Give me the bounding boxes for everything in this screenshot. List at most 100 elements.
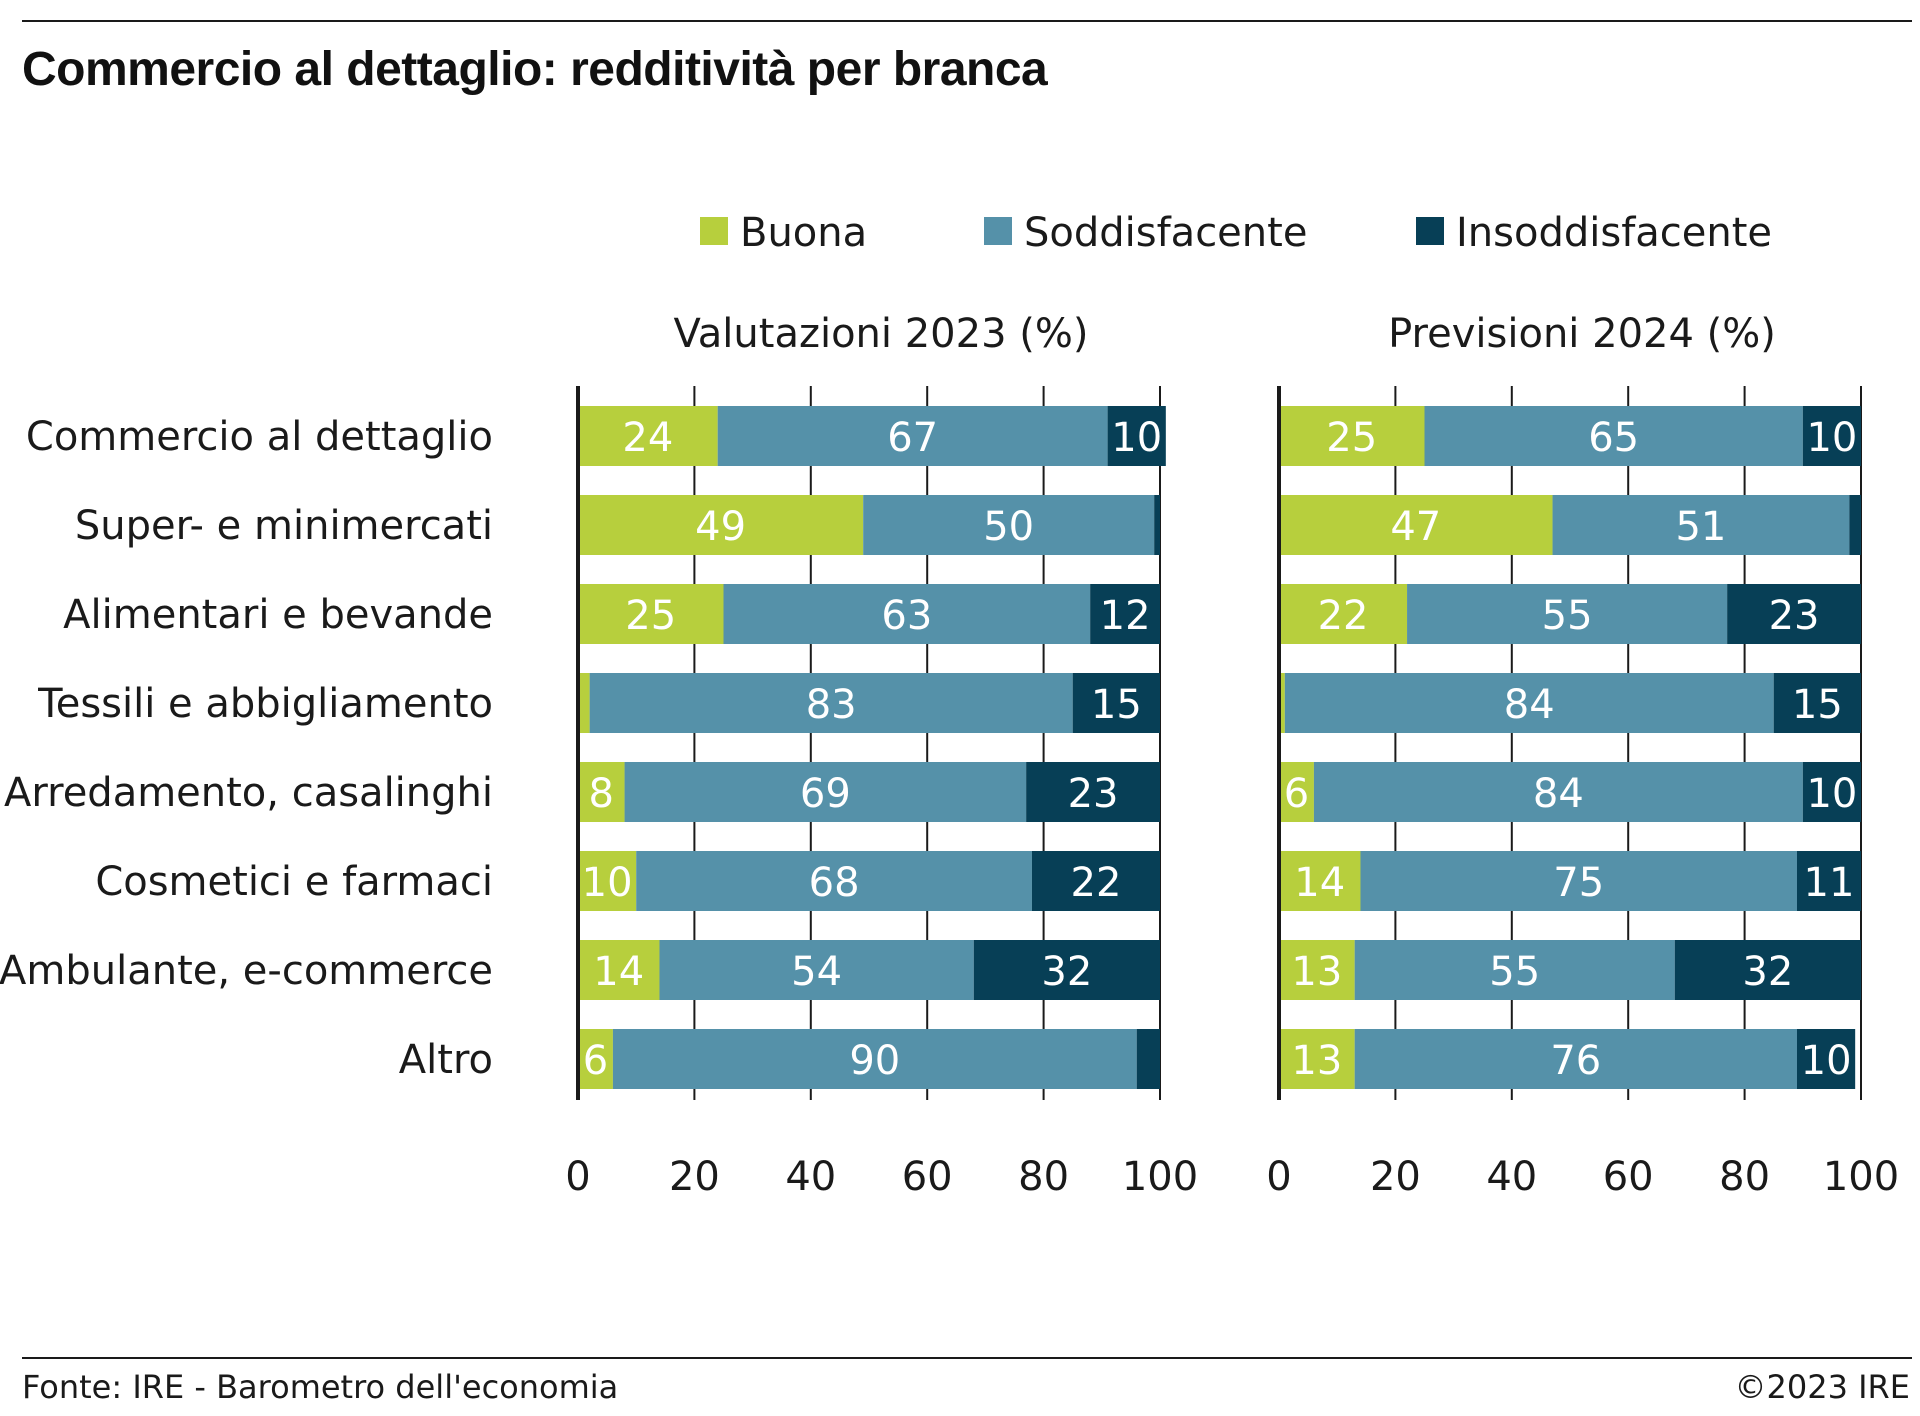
data-label-1-1-1: 51 (1675, 504, 1726, 550)
data-label-1-4-0: 6 (1284, 771, 1309, 817)
category-label-5: Cosmetici e farmaci (95, 859, 493, 905)
bar-1-0-2 (1802, 406, 1861, 466)
tick-label-0-0: 0 (565, 1154, 590, 1200)
data-label-0-7-1: 90 (849, 1038, 900, 1084)
data-label-1-3-1: 84 (1504, 682, 1555, 728)
bar-1-1-2 (1849, 495, 1861, 555)
category-label-3: Tessili e abbigliamento (37, 681, 493, 727)
data-label-1-5-2: 11 (1804, 860, 1855, 906)
data-label-0-4-1: 69 (800, 771, 851, 817)
bar-0-7-2 (1136, 1029, 1160, 1089)
data-label-1-5-1: 75 (1553, 860, 1604, 906)
bar-1-5-1 (1360, 851, 1797, 911)
tick-label-1-4: 80 (1719, 1154, 1770, 1200)
source-note: Fonte: IRE - Barometro dell'economia (22, 1368, 619, 1406)
data-label-1-0-1: 65 (1588, 415, 1639, 461)
data-label-1-0-0: 25 (1326, 415, 1377, 461)
bar-1-4-1 (1313, 762, 1803, 822)
bar-1-6-1 (1354, 940, 1675, 1000)
data-label-0-5-0: 10 (582, 860, 633, 906)
data-label-0-6-1: 54 (791, 949, 842, 995)
category-label-7: Altro (399, 1037, 493, 1083)
bar-0-7-1 (612, 1029, 1137, 1089)
data-label-1-1-0: 47 (1390, 504, 1441, 550)
data-label-0-2-1: 63 (881, 593, 932, 639)
copyright-note: ©2023 IRE (1734, 1368, 1911, 1406)
bar-1-7-1 (1354, 1029, 1797, 1089)
bar-1-4-2 (1802, 762, 1861, 822)
legend-label-2: Insoddisfacente (1456, 210, 1772, 256)
bar-0-1-2 (1154, 495, 1160, 555)
data-label-1-2-0: 22 (1318, 593, 1369, 639)
bar-0-5-0 (578, 851, 637, 911)
bar-1-3-1 (1284, 673, 1774, 733)
bar-0-6-0 (578, 940, 660, 1000)
data-label-1-2-2: 23 (1769, 593, 1820, 639)
data-label-0-6-0: 14 (593, 949, 644, 995)
tick-label-0-2: 40 (785, 1154, 836, 1200)
category-label-1: Super- e minimercati (75, 503, 493, 549)
category-label-2: Alimentari e bevande (63, 592, 493, 638)
category-label-0: Commercio al dettaglio (26, 414, 493, 460)
data-label-0-3-2: 15 (1091, 682, 1142, 728)
bar-0-0-2 (1107, 406, 1166, 466)
data-label-0-0-0: 24 (622, 415, 673, 461)
data-label-0-3-1: 83 (806, 682, 857, 728)
bar-1-2-0 (1279, 584, 1408, 644)
top-rule (22, 20, 1912, 22)
tick-label-0-5: 100 (1122, 1154, 1198, 1200)
bottom-rule (22, 1357, 1912, 1359)
chart-title: Commercio al dettaglio: redditività per … (22, 43, 1048, 96)
tick-label-1-2: 40 (1486, 1154, 1537, 1200)
bar-0-5-2 (1031, 851, 1160, 911)
bar-0-3-1 (589, 673, 1073, 733)
bar-0-2-2 (1090, 584, 1160, 644)
data-label-0-4-2: 23 (1068, 771, 1119, 817)
bar-1-0-0 (1279, 406, 1425, 466)
bar-1-3-2 (1773, 673, 1861, 733)
data-label-0-1-1: 50 (983, 504, 1034, 550)
bar-1-2-2 (1727, 584, 1861, 644)
data-label-0-6-2: 32 (1041, 949, 1092, 995)
data-label-0-0-2: 10 (1111, 415, 1162, 461)
tick-label-1-1: 20 (1370, 1154, 1421, 1200)
data-label-1-7-0: 13 (1291, 1038, 1342, 1084)
data-label-1-2-1: 55 (1542, 593, 1593, 639)
bar-1-2-1 (1407, 584, 1728, 644)
bar-0-1-1 (863, 495, 1155, 555)
bar-1-7-2 (1796, 1029, 1856, 1089)
data-label-0-7-0: 6 (583, 1038, 608, 1084)
data-label-1-3-2: 15 (1792, 682, 1843, 728)
bar-1-5-2 (1796, 851, 1861, 911)
tick-label-1-5: 100 (1823, 1154, 1899, 1200)
category-label-6: Ambulante, e-commerce (0, 948, 493, 994)
tick-label-0-3: 60 (902, 1154, 953, 1200)
legend-swatch-1 (984, 217, 1012, 245)
bar-0-2-0 (578, 584, 724, 644)
data-label-1-7-1: 76 (1550, 1038, 1601, 1084)
bar-1-7-0 (1279, 1029, 1355, 1089)
data-label-1-6-1: 55 (1489, 949, 1540, 995)
bar-0-6-2 (973, 940, 1160, 1000)
data-label-0-5-2: 22 (1071, 860, 1122, 906)
data-label-0-0-1: 67 (887, 415, 938, 461)
data-label-1-4-2: 10 (1806, 771, 1857, 817)
bar-0-0-0 (578, 406, 718, 466)
data-label-0-2-0: 25 (625, 593, 676, 639)
bar-0-6-1 (659, 940, 974, 1000)
data-label-1-0-2: 10 (1806, 415, 1857, 461)
data-label-0-4-0: 8 (589, 771, 614, 817)
bar-0-5-1 (636, 851, 1032, 911)
panel-title-0: Valutazioni 2023 (%) (674, 311, 1089, 357)
tick-label-1-0: 0 (1266, 1154, 1291, 1200)
bar-0-1-0 (578, 495, 864, 555)
legend-label-1: Soddisfacente (1024, 210, 1307, 256)
panel-title-1: Previsioni 2024 (%) (1388, 311, 1776, 357)
bar-0-3-2 (1072, 673, 1160, 733)
bar-0-0-1 (717, 406, 1108, 466)
data-label-1-6-0: 13 (1291, 949, 1342, 995)
data-label-1-4-1: 84 (1533, 771, 1584, 817)
data-label-1-7-2: 10 (1801, 1038, 1852, 1084)
bar-0-4-2 (1026, 762, 1160, 822)
